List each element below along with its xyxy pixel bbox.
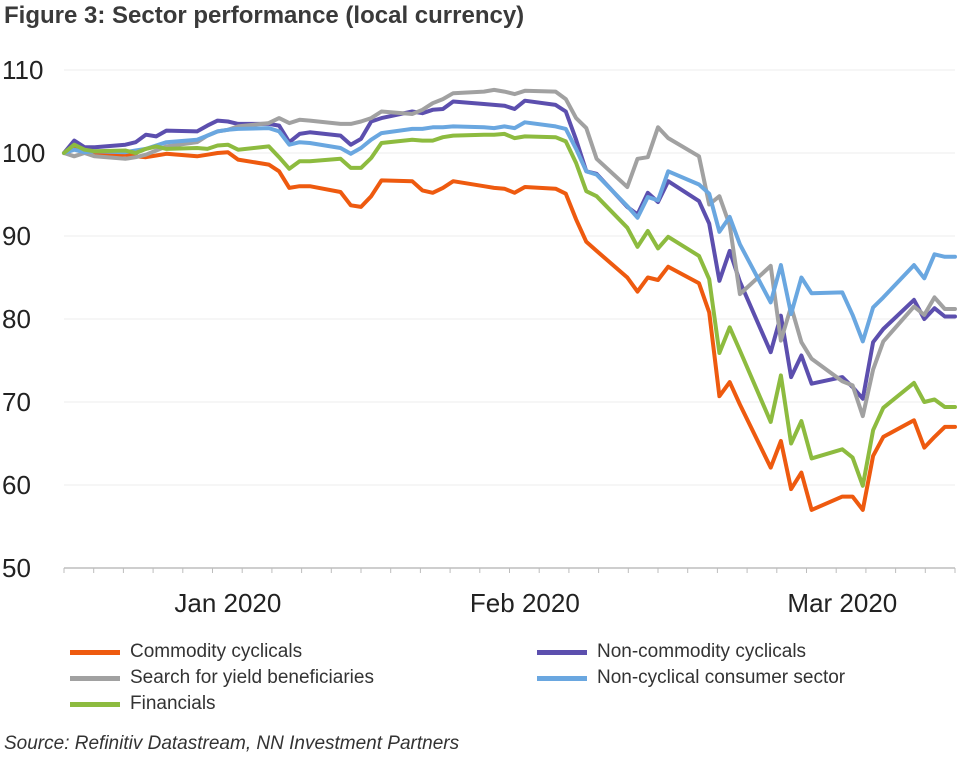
x-tick-label: Feb 2020 xyxy=(470,588,580,618)
x-axis xyxy=(63,567,956,573)
legend-item-financials: Financials xyxy=(70,692,216,716)
legend-item-commodity-cyclicals: Commodity cyclicals xyxy=(70,640,302,664)
y-tick-label: 50 xyxy=(2,553,31,583)
y-tick-label: 70 xyxy=(2,387,31,417)
series-line-financials xyxy=(62,131,957,488)
legend-label: Non-commodity cyclicals xyxy=(597,641,807,662)
legend-swatch xyxy=(70,701,120,707)
y-tick-label: 60 xyxy=(2,470,31,500)
legend-item-non-cyclical-consumer: Non-cyclical consumer sector xyxy=(537,666,845,690)
y-tick-label: 90 xyxy=(2,221,31,251)
x-tick-label: Mar 2020 xyxy=(787,588,897,618)
figure-title: Figure 3: Sector performance (local curr… xyxy=(4,2,525,29)
y-tick-label: 80 xyxy=(2,304,31,334)
source-note: Source: Refinitiv Datastream, NN Investm… xyxy=(4,733,460,754)
y-axis: 50 60 70 80 90 100 110 xyxy=(2,55,45,583)
gridlines xyxy=(64,69,955,486)
series-line-non-commodity-cyclicals xyxy=(62,98,957,401)
legend-label: Search for yield beneficiaries xyxy=(130,667,374,688)
legend-label: Non-cyclical consumer sector xyxy=(597,667,846,688)
legend: Commodity cyclicals Search for yield ben… xyxy=(0,636,960,726)
line-chart: 50 60 70 80 90 100 110 Jan 2020 Feb 2020 Mar 202… xyxy=(2,55,957,618)
legend-label: Commodity cyclicals xyxy=(130,641,303,662)
x-tick-labels: Jan 2020 Feb 2020 Mar 2020 xyxy=(174,588,897,618)
legend-item-search-for-yield: Search for yield beneficiaries xyxy=(70,666,374,690)
series-lines xyxy=(62,87,957,512)
series-line-non-cyclical-consumer-sector xyxy=(62,120,957,344)
y-tick-label: 110 xyxy=(2,55,43,85)
legend-swatch xyxy=(537,675,587,681)
x-tick-label: Jan 2020 xyxy=(174,588,281,618)
legend-swatch xyxy=(537,649,587,655)
series-line-commodity-cyclicals xyxy=(62,144,957,512)
legend-swatch xyxy=(70,649,120,655)
legend-item-non-commodity-cyclicals: Non-commodity cyclicals xyxy=(537,640,806,664)
legend-label: Financials xyxy=(130,693,216,714)
y-tick-label: 100 xyxy=(2,138,45,168)
legend-swatch xyxy=(70,675,120,681)
